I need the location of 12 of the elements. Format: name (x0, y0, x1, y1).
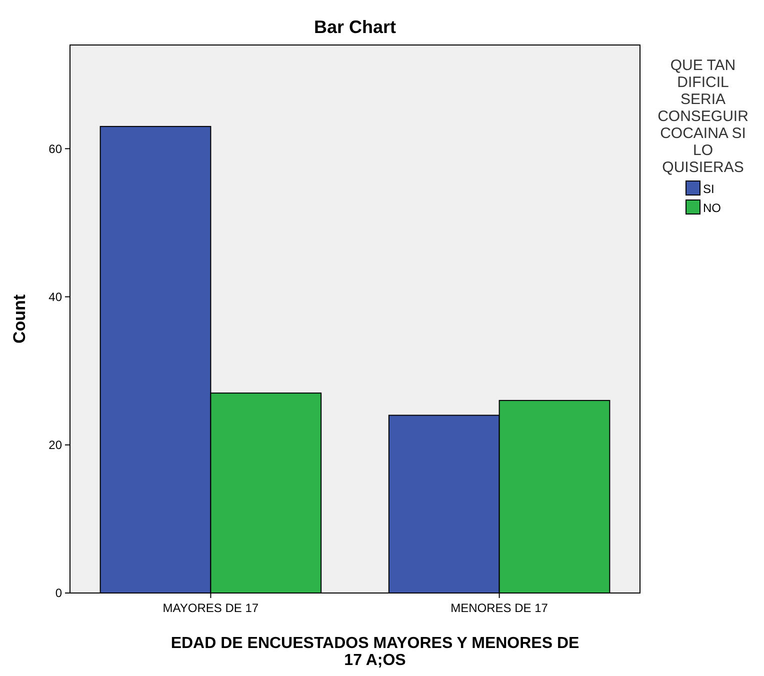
y-tick-label: 40 (48, 290, 62, 304)
x-tick-label: MENORES DE 17 (450, 601, 548, 615)
chart-title: Bar Chart (314, 17, 396, 37)
legend-label: SI (703, 182, 714, 196)
legend-label: NO (703, 201, 721, 215)
y-tick-label: 60 (48, 142, 62, 156)
y-tick-label: 0 (55, 586, 62, 600)
x-axis-title: EDAD DE ENCUESTADOS MAYORES Y MENORES DE 17 A;OS (170, 635, 580, 669)
y-tick-label: 20 (48, 438, 62, 452)
x-tick-label: MAYORES DE 17 (162, 601, 259, 615)
y-axis-title: Count (10, 294, 29, 344)
legend-title: QUE TAN DIFICIL SERIA CONSEGUIR COCAINA SI LO QUISIERAS (658, 57, 749, 176)
